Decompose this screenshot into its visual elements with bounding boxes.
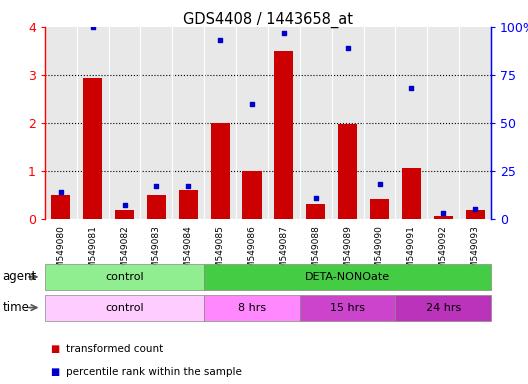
Bar — [275, 51, 294, 219]
Point — [56, 189, 65, 195]
Bar — [242, 171, 261, 219]
Text: ■: ■ — [50, 367, 60, 377]
Point — [89, 24, 97, 30]
Point — [184, 183, 193, 189]
Bar — [83, 78, 102, 219]
Point — [343, 45, 352, 51]
Point — [312, 195, 320, 201]
Bar — [178, 190, 198, 219]
Text: transformed count: transformed count — [66, 344, 163, 354]
Bar — [433, 217, 453, 219]
Point — [152, 183, 161, 189]
Bar — [402, 167, 421, 219]
Text: DETA-NONOate: DETA-NONOate — [305, 272, 390, 282]
Point — [439, 210, 447, 216]
Text: GDS4408 / 1443658_at: GDS4408 / 1443658_at — [183, 12, 353, 28]
Text: agent: agent — [3, 270, 37, 283]
Point — [120, 202, 129, 209]
Point — [471, 206, 479, 212]
Text: 15 hrs: 15 hrs — [330, 303, 365, 313]
Bar — [211, 123, 230, 219]
Bar — [338, 124, 357, 219]
Bar — [147, 195, 166, 219]
Bar — [115, 210, 134, 219]
Text: ■: ■ — [50, 344, 60, 354]
Bar — [51, 195, 70, 219]
Text: control: control — [105, 272, 144, 282]
Text: 8 hrs: 8 hrs — [238, 303, 266, 313]
Text: percentile rank within the sample: percentile rank within the sample — [66, 367, 242, 377]
Point — [248, 101, 256, 107]
Point — [407, 85, 416, 91]
Bar — [306, 204, 325, 219]
Point — [280, 30, 288, 36]
Point — [375, 181, 384, 187]
Bar — [370, 199, 389, 219]
Bar — [466, 210, 485, 219]
Point — [216, 37, 224, 43]
Text: 24 hrs: 24 hrs — [426, 303, 461, 313]
Text: time: time — [3, 301, 30, 314]
Text: control: control — [105, 303, 144, 313]
